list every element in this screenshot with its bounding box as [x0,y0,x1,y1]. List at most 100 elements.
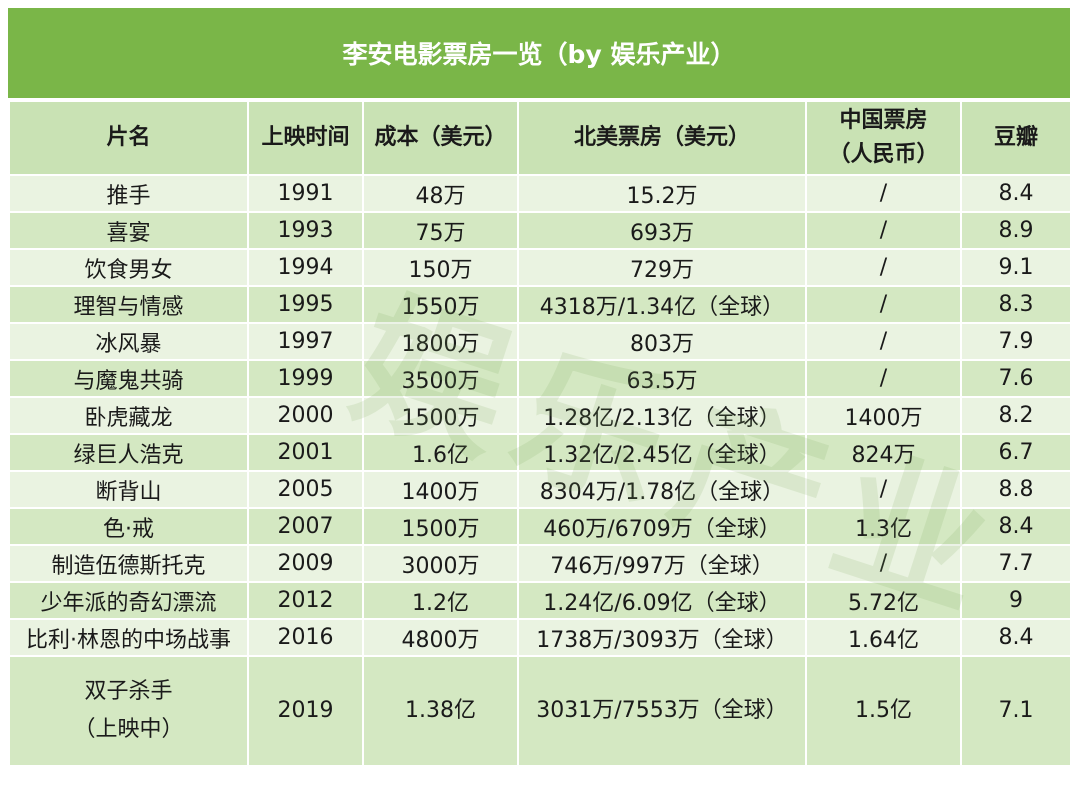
cell-year: 1995 [247,285,364,324]
cell-year: 2019 [247,655,364,767]
table-row: 冰风暴 1997 1800万 803万 / 7.9 [8,322,1072,361]
table-row: 比利·林恩的中场战事 2016 4800万 1738万/3093万（全球） 1.… [8,618,1072,657]
cell-name: 少年派的奇幻漂流 [8,581,249,620]
cell-name: 断背山 [8,470,249,509]
cell-cost: 1.2亿 [362,581,519,620]
table-row: 断背山 2005 1400万 8304万/1.78亿（全球） / 8.8 [8,470,1072,509]
cell-na-box: 460万/6709万（全球） [517,507,807,546]
cell-year: 2016 [247,618,364,657]
cell-cn-box: / [805,359,962,398]
header-na-box: 北美票房（美元） [517,100,807,176]
header-name: 片名 [8,100,249,176]
cell-na-box: 1.24亿/6.09亿（全球） [517,581,807,620]
header-douban: 豆瓣 [960,100,1072,176]
header-cost: 成本（美元） [362,100,519,176]
cell-na-box: 693万 [517,211,807,250]
cell-cost: 1400万 [362,470,519,509]
cell-cost: 1.6亿 [362,433,519,472]
box-office-table-frame: 李安电影票房一览（by 娱乐产业） 片名 上映时间 成本（美元） 北美票房（美元… [8,8,1072,783]
cell-na-box: 15.2万 [517,174,807,213]
cell-douban: 6.7 [960,433,1072,472]
cell-cost: 48万 [362,174,519,213]
cell-name: 推手 [8,174,249,213]
cell-cn-box: / [805,544,962,583]
cell-na-box: 729万 [517,248,807,287]
cell-cn-box: / [805,322,962,361]
table-row: 少年派的奇幻漂流 2012 1.2亿 1.24亿/6.09亿（全球） 5.72亿… [8,581,1072,620]
cell-cost: 150万 [362,248,519,287]
cell-name: 绿巨人浩克 [8,433,249,472]
cell-na-box: 3031万/7553万（全球） [517,655,807,767]
cell-cn-box: / [805,248,962,287]
cell-cn-box: 5.72亿 [805,581,962,620]
cell-douban: 8.4 [960,174,1072,213]
cell-year: 2005 [247,470,364,509]
cell-cost: 4800万 [362,618,519,657]
cell-year: 2007 [247,507,364,546]
table-title: 李安电影票房一览（by 娱乐产业） [8,8,1070,98]
table-row: 理智与情感 1995 1550万 4318万/1.34亿（全球） / 8.3 [8,285,1072,324]
cell-name: 比利·林恩的中场战事 [8,618,249,657]
header-release: 上映时间 [247,100,364,176]
cell-name: 喜宴 [8,211,249,250]
cell-na-box: 8304万/1.78亿（全球） [517,470,807,509]
cell-year: 1999 [247,359,364,398]
cell-name: 卧虎藏龙 [8,396,249,435]
cell-name: 冰风暴 [8,322,249,361]
cell-year: 2012 [247,581,364,620]
table-row: 推手 1991 48万 15.2万 / 8.4 [8,174,1072,213]
header-row: 片名 上映时间 成本（美元） 北美票房（美元） 中国票房 （人民币） 豆瓣 [8,100,1072,176]
cell-na-box: 63.5万 [517,359,807,398]
cell-year: 2001 [247,433,364,472]
cell-cost: 75万 [362,211,519,250]
cell-name: 理智与情感 [8,285,249,324]
cell-cost: 1500万 [362,396,519,435]
cell-douban: 7.6 [960,359,1072,398]
cell-name: 与魔鬼共骑 [8,359,249,398]
cell-year: 1997 [247,322,364,361]
cell-douban: 8.3 [960,285,1072,324]
cell-year: 1994 [247,248,364,287]
cell-douban: 7.7 [960,544,1072,583]
cell-name-line2: （上映中） [73,717,184,742]
table-row: 色·戒 2007 1500万 460万/6709万（全球） 1.3亿 8.4 [8,507,1072,546]
cell-cn-box: 824万 [805,433,962,472]
cell-cost: 1800万 [362,322,519,361]
cell-douban: 9.1 [960,248,1072,287]
table-row: 饮食男女 1994 150万 729万 / 9.1 [8,248,1072,287]
cell-name: 制造伍德斯托克 [8,544,249,583]
cell-douban: 8.2 [960,396,1072,435]
table-row: 卧虎藏龙 2000 1500万 1.28亿/2.13亿（全球） 1400万 8.… [8,396,1072,435]
cell-na-box: 803万 [517,322,807,361]
header-cn-box-line2: （人民币） [828,142,939,167]
cell-cost: 3000万 [362,544,519,583]
cell-cn-box: / [805,285,962,324]
cell-cost: 3500万 [362,359,519,398]
cell-na-box: 4318万/1.34亿（全球） [517,285,807,324]
cell-cn-box: 1400万 [805,396,962,435]
table-row: 与魔鬼共骑 1999 3500万 63.5万 / 7.6 [8,359,1072,398]
cell-douban: 9 [960,581,1072,620]
cell-cn-box: / [805,470,962,509]
table-row: 制造伍德斯托克 2009 3000万 746万/997万（全球） / 7.7 [8,544,1072,583]
cell-name: 双子杀手 （上映中） [8,655,249,767]
cell-year: 2000 [247,396,364,435]
cell-cn-box: / [805,211,962,250]
cell-na-box: 1.32亿/2.45亿（全球） [517,433,807,472]
cell-cost: 1.38亿 [362,655,519,767]
cell-na-box: 1738万/3093万（全球） [517,618,807,657]
cell-douban: 8.4 [960,618,1072,657]
header-cn-box-line1: 中国票房 [839,108,928,133]
cell-year: 2009 [247,544,364,583]
cell-douban: 8.4 [960,507,1072,546]
table-row: 喜宴 1993 75万 693万 / 8.9 [8,211,1072,250]
cell-name: 饮食男女 [8,248,249,287]
cell-douban: 8.8 [960,470,1072,509]
table-row: 绿巨人浩克 2001 1.6亿 1.32亿/2.45亿（全球） 824万 6.7 [8,433,1072,472]
cell-na-box: 1.28亿/2.13亿（全球） [517,396,807,435]
cell-cost: 1500万 [362,507,519,546]
cell-name-line1: 双子杀手 [84,679,173,704]
cell-douban: 7.1 [960,655,1072,767]
table-row-last: 双子杀手 （上映中） 2019 1.38亿 3031万/7553万（全球） 1.… [8,655,1072,767]
cell-cn-box: / [805,174,962,213]
